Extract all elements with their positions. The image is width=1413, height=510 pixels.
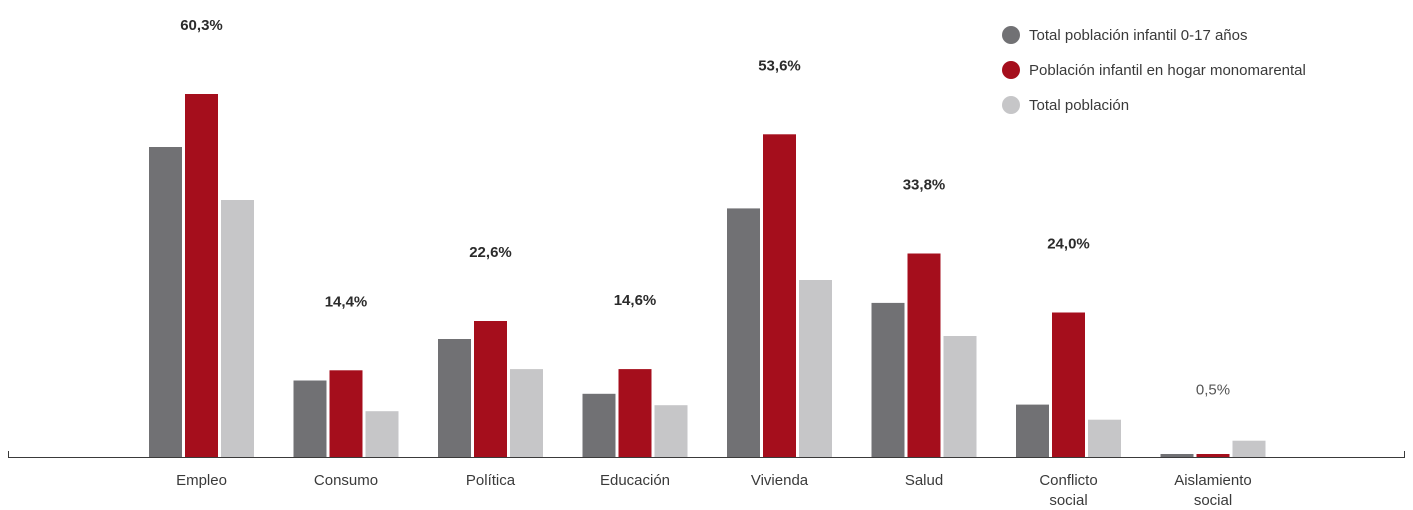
legend-label-1: Población infantil en hogar monomarental bbox=[1029, 62, 1306, 79]
bar-6-0 bbox=[1016, 404, 1049, 457]
bars-group bbox=[149, 94, 1266, 458]
bar-3-1 bbox=[618, 369, 652, 457]
category-label-line: social bbox=[1049, 492, 1087, 509]
bar-5-1 bbox=[907, 253, 941, 457]
category-label-3: Educación bbox=[600, 472, 670, 489]
category-label-line: Empleo bbox=[176, 472, 227, 489]
bar-0-0 bbox=[149, 147, 182, 457]
category-label-line: Salud bbox=[905, 472, 943, 489]
category-label-line: Aislamiento bbox=[1174, 472, 1252, 489]
category-label-5: Salud bbox=[905, 472, 943, 489]
bar-5-0 bbox=[871, 302, 905, 457]
legend-swatch-2 bbox=[1002, 96, 1020, 114]
data-label-5: 33,8% bbox=[903, 177, 946, 194]
data-label-0: 60,3% bbox=[180, 17, 223, 34]
bar-1-0 bbox=[293, 380, 327, 457]
legend-swatch-0 bbox=[1002, 26, 1020, 44]
data-label-4: 53,6% bbox=[758, 57, 801, 74]
bar-7-2 bbox=[1232, 440, 1266, 457]
legend: Total población infantil 0-17 años Poblac… bbox=[1002, 26, 1306, 114]
bar-3-2 bbox=[654, 405, 688, 457]
bar-7-0 bbox=[1160, 454, 1194, 457]
category-label-line: Vivienda bbox=[751, 472, 809, 489]
category-label-0: Empleo bbox=[176, 472, 227, 489]
bar-7-1 bbox=[1196, 454, 1230, 457]
category-label-line: Política bbox=[466, 472, 516, 489]
data-label-6: 24,0% bbox=[1047, 236, 1090, 253]
bar-5-2 bbox=[943, 336, 977, 457]
legend-label-0: Total población infantil 0-17 años bbox=[1029, 27, 1247, 44]
bar-0-2 bbox=[221, 200, 254, 457]
bar-1-2 bbox=[365, 411, 399, 457]
category-labels-group: Empleo Consumo Política Educación Vivienda Sa… bbox=[176, 472, 1252, 509]
bar-2-1 bbox=[474, 321, 507, 457]
category-label-2: Política bbox=[466, 472, 516, 489]
data-label-7: 0,5% bbox=[1196, 382, 1230, 399]
x-axis bbox=[8, 451, 1405, 458]
bar-4-2 bbox=[799, 280, 832, 457]
legend-swatch-1 bbox=[1002, 61, 1020, 79]
bar-6-2 bbox=[1088, 419, 1121, 457]
category-label-line: Educación bbox=[600, 472, 670, 489]
category-label-line: social bbox=[1194, 492, 1232, 509]
category-label-6: Conflicto social bbox=[1039, 472, 1097, 509]
data-label-1: 14,4% bbox=[325, 293, 368, 310]
data-label-2: 22,6% bbox=[469, 244, 512, 261]
category-label-4: Vivienda bbox=[751, 472, 809, 489]
bar-1-1 bbox=[329, 370, 363, 457]
category-label-1: Consumo bbox=[314, 472, 378, 489]
bar-2-2 bbox=[510, 369, 543, 457]
bar-4-1 bbox=[763, 134, 796, 458]
category-label-line: Conflicto bbox=[1039, 472, 1097, 489]
bar-4-0 bbox=[727, 208, 760, 457]
category-label-7: Aislamiento social bbox=[1174, 472, 1252, 509]
bar-6-1 bbox=[1052, 312, 1085, 457]
bar-0-1 bbox=[185, 94, 218, 457]
data-label-3: 14,6% bbox=[614, 292, 657, 309]
legend-label-2: Total población bbox=[1029, 97, 1129, 114]
bar-3-0 bbox=[582, 393, 616, 457]
category-label-line: Consumo bbox=[314, 472, 378, 489]
bar-2-0 bbox=[438, 339, 471, 457]
value-labels-group: 60,3% 14,4% 22,6% 14,6% 53,6% 33,8% 24,0% 0,5% bbox=[180, 17, 1230, 399]
